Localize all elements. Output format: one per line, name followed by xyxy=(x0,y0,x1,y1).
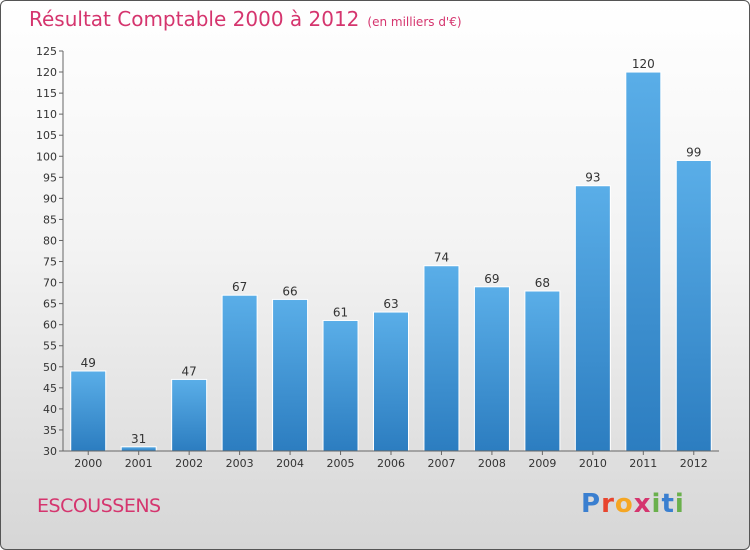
data-label-2003: 67 xyxy=(232,280,247,294)
bar-2008 xyxy=(473,286,510,452)
logo-letter: o xyxy=(614,489,634,519)
bar-2001 xyxy=(120,446,157,452)
data-label-2008: 69 xyxy=(484,272,499,286)
y-tick-label: 105 xyxy=(36,129,57,142)
bars: 49 31 47 67 66 61 63 74 69 68 93 120 99 xyxy=(70,57,712,452)
y-axis: 30 35 40 45 50 55 60 65 70 75 80 85 90 95 100 105 110 115… xyxy=(36,45,64,458)
bar-2012 xyxy=(675,159,712,452)
data-label-2005: 61 xyxy=(333,305,348,319)
y-tick-label: 30 xyxy=(43,445,57,458)
x-tick-label-2001: 2001 xyxy=(125,457,153,470)
x-tick-label-2009: 2009 xyxy=(528,457,556,470)
chart-title: Résultat Comptable 2000 à 2012 (en millie… xyxy=(29,7,462,31)
data-label-2000: 49 xyxy=(81,356,96,370)
data-label-2002: 47 xyxy=(182,364,197,378)
data-label-2006: 63 xyxy=(383,297,398,311)
data-label-2001: 31 xyxy=(131,432,146,446)
y-tick-label: 125 xyxy=(36,45,57,58)
logo-letter: t xyxy=(661,489,675,519)
x-tick-label-2012: 2012 xyxy=(680,457,708,470)
y-tick-label: 40 xyxy=(43,403,57,416)
x-tick-label-2007: 2007 xyxy=(427,457,455,470)
bar-2010 xyxy=(574,185,611,452)
data-label-2010: 93 xyxy=(585,171,600,185)
y-tick-label: 65 xyxy=(43,298,57,311)
data-label-2007: 74 xyxy=(434,251,449,265)
y-tick-label: 100 xyxy=(36,150,57,163)
bar-2000 xyxy=(70,370,107,452)
y-tick-label: 70 xyxy=(43,277,57,290)
x-tick-label-2011: 2011 xyxy=(629,457,657,470)
commune-name: ESCOUSSENS xyxy=(37,495,161,517)
y-tick-label: 80 xyxy=(43,234,57,247)
logo-letter: i xyxy=(651,489,662,519)
logo-letter: r xyxy=(601,489,615,519)
bar-2005 xyxy=(322,319,359,452)
chart-subtitle: (en milliers d'€) xyxy=(367,15,462,29)
y-tick-label: 50 xyxy=(43,361,57,374)
y-tick-label: 115 xyxy=(36,87,57,100)
bar-2006 xyxy=(373,311,409,452)
data-label-2009: 68 xyxy=(535,276,550,290)
x-tick-label-2002: 2002 xyxy=(175,457,203,470)
y-tick-label: 75 xyxy=(43,256,57,269)
x-tick-label-2004: 2004 xyxy=(276,457,304,470)
x-tick-label-2000: 2000 xyxy=(74,457,102,470)
chart-title-text: Résultat Comptable 2000 à 2012 xyxy=(29,7,360,31)
y-tick-label: 55 xyxy=(43,340,57,353)
logo-letter: x xyxy=(633,489,652,519)
bar-2003 xyxy=(221,294,258,452)
bar-2002 xyxy=(171,378,208,452)
x-axis: 2000 2001 2002 2003 2004 2005 2006 2007 2008 2009… xyxy=(63,450,719,470)
bar-2009 xyxy=(524,290,561,452)
y-tick-label: 85 xyxy=(43,213,57,226)
x-tick-label-2003: 2003 xyxy=(226,457,254,470)
y-tick-label: 90 xyxy=(43,192,57,205)
y-tick-label: 35 xyxy=(43,424,57,437)
y-tick-label: 120 xyxy=(36,66,57,79)
x-tick-label-2006: 2006 xyxy=(377,457,405,470)
data-label-2012: 99 xyxy=(686,145,701,159)
data-label-2011: 120 xyxy=(632,57,655,71)
bar-2004 xyxy=(272,298,309,452)
x-tick-label-2008: 2008 xyxy=(478,457,506,470)
x-tick-label-2005: 2005 xyxy=(327,457,355,470)
y-tick-label: 110 xyxy=(36,108,57,121)
x-tick-label-2010: 2010 xyxy=(579,457,607,470)
y-tick-label: 60 xyxy=(43,319,57,332)
data-label-2004: 66 xyxy=(282,284,297,298)
logo-letter: i xyxy=(674,489,685,519)
bar-2007 xyxy=(423,265,460,452)
y-tick-label: 45 xyxy=(43,382,57,395)
y-tick-label: 95 xyxy=(43,171,57,184)
proxiti-logo: Proxiti xyxy=(581,489,685,519)
bar-2011 xyxy=(625,71,662,452)
logo-letter: P xyxy=(581,489,602,519)
